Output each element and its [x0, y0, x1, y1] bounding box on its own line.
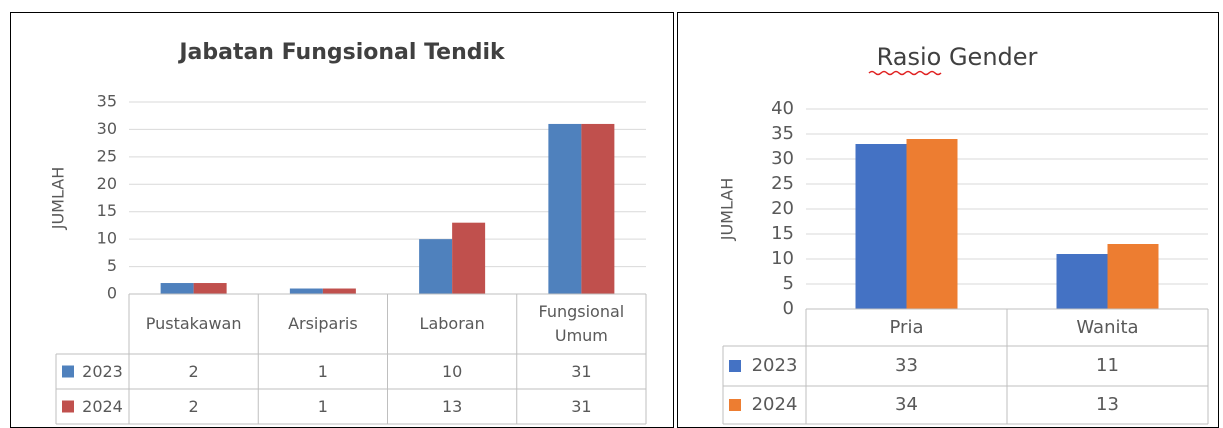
chart-panel: Jabatan Fungsional Tendik JUMLAH 0 5 10 15 20 2…: [10, 12, 674, 428]
chart-panel: Rasio Gender JUMLAH 0 5 10 15 20 25 30 35 40 Pria Wa…: [677, 12, 1219, 428]
data-value: 33: [895, 355, 918, 376]
y-tick-label: 40: [771, 98, 794, 119]
y-tick-label: 0: [783, 298, 794, 319]
y-tick-label: 20: [97, 174, 117, 193]
bar: [1056, 254, 1108, 309]
chart-title: Jabatan Fungsional Tendik: [177, 40, 506, 65]
y-tick-label: 25: [771, 173, 794, 194]
y-tick-label: 20: [771, 198, 794, 219]
legend-label: 2023: [751, 355, 798, 376]
bar: [193, 283, 227, 294]
chart: Rasio Gender JUMLAH 0 5 10 15 20 25 30 35 40: [718, 43, 1209, 425]
y-tick-label: 0: [107, 284, 117, 303]
data-value: 1: [317, 361, 328, 381]
chart: Jabatan Fungsional TendikJUMLAH051015202…: [49, 40, 647, 425]
y-tick-label: 35: [771, 123, 794, 144]
bar: [855, 144, 907, 309]
data-value: 31: [571, 396, 592, 416]
y-tick-label: 30: [771, 148, 794, 169]
category-label: Pustakawan: [145, 314, 242, 333]
y-tick-label: 25: [97, 146, 117, 165]
category-label: Laboran: [419, 314, 485, 333]
category-label: Wanita: [1076, 316, 1139, 338]
bar: [452, 222, 486, 294]
legend-swatch: [62, 365, 74, 378]
y-tick-label: 35: [97, 92, 117, 111]
category-label: Pria: [889, 316, 924, 338]
bar: [322, 288, 356, 294]
y-axis-label: JUMLAH: [49, 167, 68, 231]
y-tick-label: 15: [97, 201, 117, 220]
data-value: 11: [1096, 355, 1119, 376]
data-value: 13: [441, 396, 463, 416]
data-value: 31: [571, 361, 592, 381]
legend-label: 2023: [82, 361, 123, 381]
y-tick-label: 15: [771, 223, 794, 244]
data-value: 13: [1096, 394, 1119, 415]
bar: [548, 123, 582, 294]
y-tick-label: 30: [97, 119, 117, 138]
y-tick-label: 5: [107, 256, 117, 275]
data-value: 10: [441, 361, 463, 381]
data-value: 34: [895, 394, 918, 415]
data-value: 2: [188, 361, 199, 381]
y-axis-label: JUMLAH: [718, 178, 737, 242]
y-tick-label: 5: [783, 273, 794, 294]
y-tick-label: 10: [771, 248, 794, 269]
bar: [289, 288, 323, 294]
bar: [419, 239, 453, 294]
legend-swatch: [62, 400, 74, 413]
bar: [581, 123, 615, 294]
spell-underline: [868, 70, 942, 76]
category-label: Arsiparis: [288, 314, 358, 333]
y-tick-label: 10: [97, 229, 117, 248]
legend-swatch: [729, 360, 741, 372]
chart-title: Rasio Gender: [877, 43, 1038, 71]
legend-label: 2024: [82, 396, 123, 416]
legend-swatch: [729, 399, 741, 411]
data-value: 1: [317, 396, 328, 416]
bar: [1107, 244, 1159, 309]
bar: [160, 283, 194, 294]
bar: [906, 139, 958, 309]
category-label: Fungsional Umum: [538, 302, 625, 345]
legend-label: 2024: [751, 394, 798, 415]
data-value: 2: [188, 396, 199, 416]
